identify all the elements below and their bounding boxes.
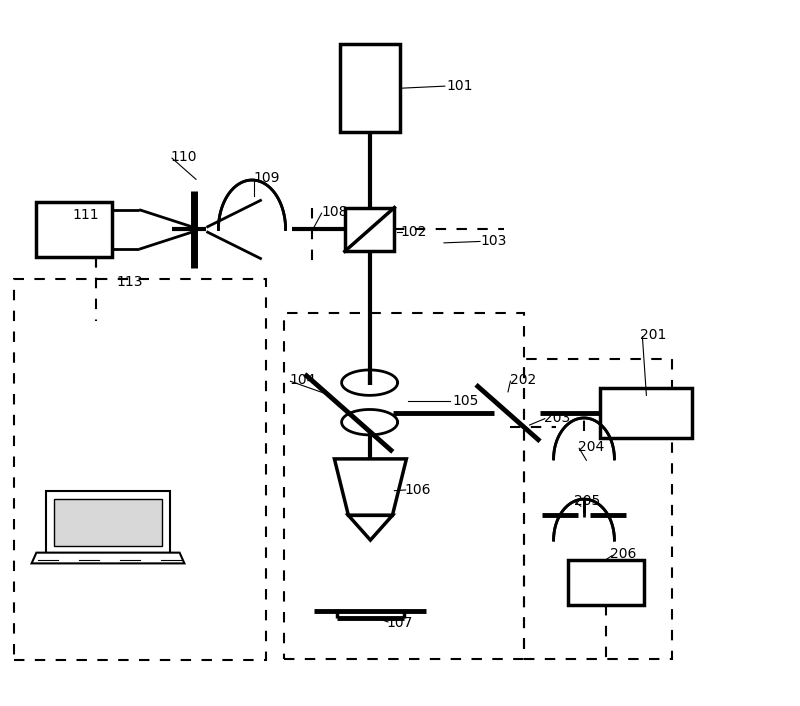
Bar <box>568 561 643 604</box>
Text: 101: 101 <box>446 79 473 93</box>
Text: 108: 108 <box>322 205 348 219</box>
Text: 102: 102 <box>400 225 426 239</box>
Bar <box>601 388 693 438</box>
Polygon shape <box>32 553 184 563</box>
Polygon shape <box>349 515 393 540</box>
Bar <box>284 313 524 659</box>
Text: 107: 107 <box>386 616 413 630</box>
Text: 113: 113 <box>116 275 142 289</box>
Text: 201: 201 <box>640 328 666 342</box>
Text: 109: 109 <box>254 171 280 185</box>
Text: 103: 103 <box>480 234 506 249</box>
Text: 105: 105 <box>452 394 478 408</box>
Bar <box>14 279 266 660</box>
Bar <box>37 202 112 257</box>
Text: 203: 203 <box>544 411 570 425</box>
Text: 104: 104 <box>290 373 316 387</box>
Bar <box>340 44 400 133</box>
Polygon shape <box>334 459 406 515</box>
Text: 111: 111 <box>72 208 98 222</box>
Polygon shape <box>46 491 170 553</box>
Text: 205: 205 <box>574 494 601 508</box>
Text: 206: 206 <box>610 547 637 561</box>
Text: 106: 106 <box>404 483 430 497</box>
Text: 202: 202 <box>510 373 536 387</box>
Bar <box>524 359 672 659</box>
Bar <box>345 208 394 251</box>
Bar <box>54 498 162 546</box>
Text: 110: 110 <box>170 150 197 164</box>
Text: 204: 204 <box>578 440 604 454</box>
